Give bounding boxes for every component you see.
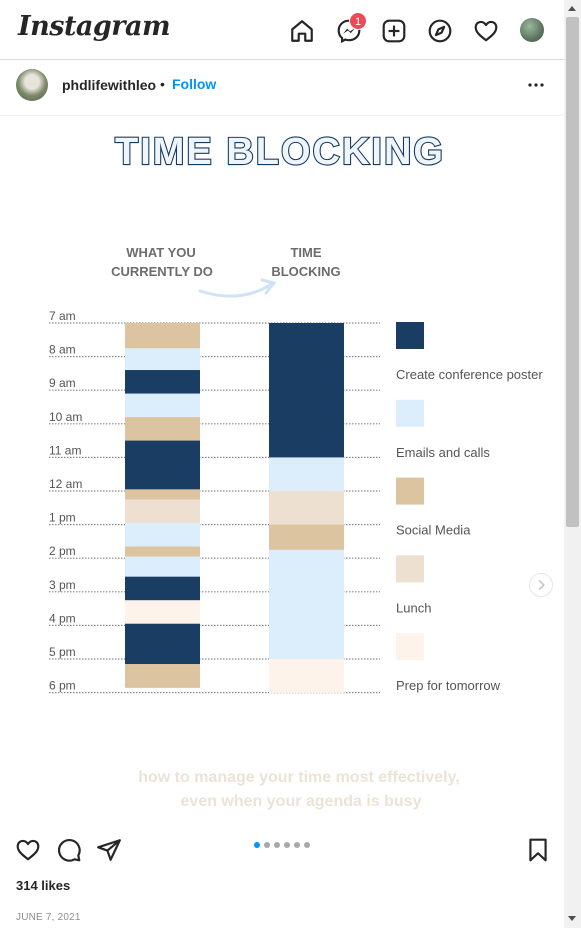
hour-label: 8 am xyxy=(49,343,76,357)
time-blocking-infographic: TIME BLOCKING WHAT YOU CURRENTLY DO TIME… xyxy=(49,130,543,810)
hour-label: 7 am xyxy=(49,309,76,323)
timeblock-schedule-block xyxy=(269,659,344,693)
current-schedule-block xyxy=(125,348,200,371)
current-schedule-block xyxy=(125,576,200,601)
legend-swatch xyxy=(396,633,424,661)
current-schedule-block xyxy=(125,522,200,547)
hour-label: 6 pm xyxy=(49,679,76,693)
timeblock-schedule-block xyxy=(269,491,344,525)
hour-label: 1 pm xyxy=(49,511,76,525)
hour-label: 9 am xyxy=(49,376,76,390)
hour-label: 11 am xyxy=(49,443,81,457)
profile-avatar[interactable] xyxy=(520,18,544,42)
instagram-logo[interactable]: Instagram xyxy=(18,11,171,42)
messages-badge: 1 xyxy=(349,12,367,30)
follow-button[interactable]: Follow xyxy=(172,76,217,92)
author-username[interactable]: phdlifewithleo xyxy=(62,77,157,93)
comment-icon[interactable] xyxy=(56,837,82,863)
current-schedule-block xyxy=(125,323,200,349)
hour-label: 5 pm xyxy=(49,645,76,659)
explore-icon[interactable] xyxy=(427,18,453,44)
header-arrow xyxy=(198,282,274,298)
share-icon[interactable] xyxy=(96,837,122,863)
caption-line-1: how to manage your time most effectively… xyxy=(138,769,460,786)
hour-label: 12 am xyxy=(49,477,82,491)
activity-heart-icon[interactable] xyxy=(473,18,499,44)
current-schedule-block xyxy=(125,623,200,665)
author-avatar[interactable] xyxy=(16,69,48,101)
legend-label: Emails and calls xyxy=(396,445,490,460)
current-schedule-block xyxy=(125,440,200,490)
top-nav: Instagram 1 xyxy=(0,0,564,60)
legend-label: Prep for tomorrow xyxy=(396,678,501,693)
legend-swatch xyxy=(396,555,424,583)
current-schedule-block xyxy=(125,600,200,625)
home-icon[interactable] xyxy=(289,18,315,44)
current-schedule-block xyxy=(125,499,200,524)
hour-label: 4 pm xyxy=(49,611,76,625)
save-bookmark-icon[interactable] xyxy=(525,837,551,863)
column-header-current-2: CURRENTLY DO xyxy=(111,264,213,279)
scroll-down-arrow[interactable] xyxy=(568,916,576,921)
current-schedule-block xyxy=(125,489,200,500)
carousel-dot xyxy=(254,842,260,848)
legend-swatch xyxy=(396,322,424,349)
current-schedule-block xyxy=(125,556,200,577)
column-header-timeblock-2: BLOCKING xyxy=(271,264,340,279)
timeblock-schedule-block xyxy=(269,549,344,660)
current-schedule-block xyxy=(125,417,200,441)
legend-label: Social Media xyxy=(396,523,471,538)
carousel-dots xyxy=(254,835,314,848)
carousel-next-icon[interactable] xyxy=(529,573,553,597)
page-scrollbar[interactable] xyxy=(564,0,581,928)
legend-swatch xyxy=(396,477,424,505)
like-heart-icon[interactable] xyxy=(15,837,41,863)
legend-label: Create conference poster xyxy=(396,367,543,382)
post-actions: 314 likes JUNE 7, 2021 xyxy=(0,821,564,928)
carousel-dot xyxy=(284,842,290,848)
timeblock-schedule-block xyxy=(269,524,344,551)
scroll-thumb[interactable] xyxy=(566,17,579,527)
carousel-dot xyxy=(274,842,280,848)
caption-line-2: even when your agenda is busy xyxy=(181,793,422,810)
post-date: JUNE 7, 2021 xyxy=(16,912,81,923)
more-options-icon[interactable] xyxy=(526,77,546,93)
hour-label: 2 pm xyxy=(49,544,76,558)
post-header: phdlifewithleo • Follow xyxy=(0,60,564,116)
timeblock-schedule-block xyxy=(269,323,344,458)
timeblock-schedule-block xyxy=(269,457,344,492)
current-schedule-block xyxy=(125,393,200,418)
current-schedule-block xyxy=(125,664,200,688)
header-arrowhead xyxy=(260,278,277,295)
infographic-title: TIME BLOCKING xyxy=(115,131,445,173)
column-header-timeblock-1: TIME xyxy=(290,245,321,260)
carousel-dot xyxy=(304,842,310,848)
legend-swatch xyxy=(396,399,424,427)
new-post-icon[interactable] xyxy=(381,18,407,44)
carousel-dot xyxy=(294,842,300,848)
legend-label: Lunch xyxy=(396,600,431,615)
current-schedule-block xyxy=(125,546,200,557)
hour-label: 10 am xyxy=(49,410,82,424)
post-image[interactable]: TIME BLOCKING WHAT YOU CURRENTLY DO TIME… xyxy=(0,116,564,821)
hour-label: 3 pm xyxy=(49,578,76,592)
carousel-dot xyxy=(264,842,270,848)
separator-dot: • xyxy=(160,76,165,92)
likes-count[interactable]: 314 likes xyxy=(16,878,71,893)
current-schedule-block xyxy=(125,370,200,394)
column-header-current-1: WHAT YOU xyxy=(126,245,196,260)
scroll-up-arrow[interactable] xyxy=(568,6,576,11)
